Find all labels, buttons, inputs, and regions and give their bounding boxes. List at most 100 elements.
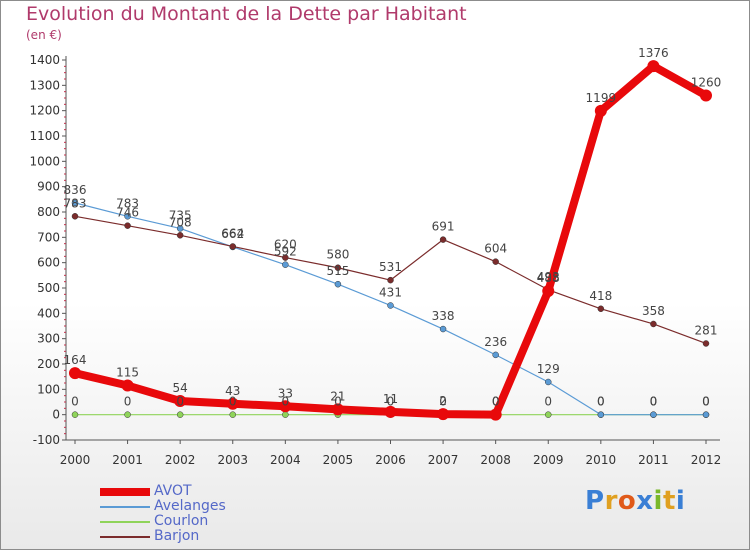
series-line-avot xyxy=(71,62,710,419)
data-label: 0 xyxy=(282,395,290,409)
y-tick-label: 600 xyxy=(37,256,60,270)
data-point xyxy=(702,340,710,347)
data-point xyxy=(650,411,657,418)
data-point xyxy=(384,405,397,418)
legend-item-avot: AVOT xyxy=(100,483,400,499)
data-label: 664 xyxy=(221,226,244,240)
data-label: 0 xyxy=(229,395,237,409)
data-label: 531 xyxy=(379,260,402,274)
data-label: 783 xyxy=(64,196,87,210)
data-point xyxy=(229,411,236,418)
data-label: 0 xyxy=(702,395,710,409)
logo-letter: r xyxy=(604,486,618,516)
data-point xyxy=(176,411,184,418)
data-label: 418 xyxy=(589,289,612,303)
unit-label: (en €) xyxy=(26,28,62,42)
data-label: 115 xyxy=(116,366,139,380)
data-point xyxy=(545,411,552,418)
data-label: 0 xyxy=(650,395,658,409)
y-tick-label: 1000 xyxy=(29,154,60,168)
legend-label: Barjon xyxy=(154,528,200,544)
y-tick-label: -100 xyxy=(33,433,60,447)
data-label: 746 xyxy=(116,206,139,220)
data-label: 0 xyxy=(544,395,552,409)
data-label: 592 xyxy=(274,245,297,259)
legend-swatch xyxy=(100,536,150,538)
data-label: 1199 xyxy=(586,91,617,105)
data-point xyxy=(124,213,131,220)
data-label: 0 xyxy=(176,395,184,409)
data-point xyxy=(439,325,447,333)
x-tick-label: 2012 xyxy=(691,453,722,467)
data-label: 236 xyxy=(484,335,507,349)
data-point xyxy=(279,400,292,413)
x-tick-label: 2004 xyxy=(270,453,301,467)
data-point xyxy=(542,285,555,298)
proxiti-logo: Proxiti xyxy=(585,486,685,516)
x-tick-label: 2005 xyxy=(323,453,354,467)
data-point xyxy=(176,232,184,239)
data-point xyxy=(71,199,79,207)
data-label: 129 xyxy=(537,362,560,376)
data-point xyxy=(597,305,605,313)
data-label: 11 xyxy=(383,392,398,406)
data-label: 493 xyxy=(537,270,560,284)
data-point xyxy=(647,60,660,73)
x-tick-label: 2001 xyxy=(112,453,143,467)
y-tick-label: 700 xyxy=(37,230,60,244)
data-label: 0 xyxy=(439,395,447,409)
logo-letter: i xyxy=(675,486,686,516)
y-tick-label: 100 xyxy=(37,382,60,396)
y-tick-label: 1400 xyxy=(29,53,60,67)
legend-swatch xyxy=(100,506,150,508)
logo-letter: t xyxy=(662,486,676,516)
series-line-avelanges xyxy=(74,202,707,416)
data-label: 708 xyxy=(169,215,192,229)
y-tick-label: 0 xyxy=(52,408,60,422)
data-label: 0 xyxy=(492,395,500,409)
legend-item-courlon: Courlon xyxy=(100,513,400,529)
data-point xyxy=(334,264,342,271)
x-tick-label: 2007 xyxy=(428,453,459,467)
data-point xyxy=(492,258,499,265)
data-label: 1260 xyxy=(691,75,722,89)
data-point xyxy=(597,411,605,418)
data-label: 620 xyxy=(274,238,297,252)
x-tick-label: 2008 xyxy=(480,453,511,467)
data-label: 604 xyxy=(484,242,507,256)
data-point xyxy=(229,243,236,250)
data-point xyxy=(331,403,344,416)
data-label: 836 xyxy=(64,183,87,197)
logo-letter: P xyxy=(585,486,605,516)
data-label: 281 xyxy=(695,323,718,337)
data-point xyxy=(176,225,184,232)
data-point xyxy=(334,280,342,288)
data-point xyxy=(124,222,131,229)
data-label: 358 xyxy=(642,304,665,318)
data-label: 164 xyxy=(64,353,87,367)
data-label: 43 xyxy=(225,384,240,398)
data-label: 0 xyxy=(124,395,132,409)
data-label: 33 xyxy=(278,386,293,400)
data-label: 0 xyxy=(387,395,395,409)
data-point xyxy=(69,367,81,380)
logo-letter: x xyxy=(636,486,654,516)
data-label: 515 xyxy=(326,264,349,278)
data-label: 691 xyxy=(432,220,455,234)
y-tick-label: 300 xyxy=(37,332,60,346)
data-label: 0 xyxy=(597,395,605,409)
data-label: 21 xyxy=(330,389,345,403)
legend-label: AVOT xyxy=(154,483,192,499)
data-point xyxy=(121,379,134,392)
x-tick-label: 2006 xyxy=(375,453,406,467)
data-point xyxy=(387,302,394,309)
y-tick-label: 800 xyxy=(37,205,60,219)
y-tick-label: 1100 xyxy=(29,129,60,143)
y-tick-label: 1300 xyxy=(29,78,60,92)
data-point xyxy=(545,378,552,386)
data-point xyxy=(700,89,712,102)
data-point xyxy=(174,394,187,407)
y-tick-label: 1200 xyxy=(29,104,60,118)
data-point xyxy=(594,104,607,117)
